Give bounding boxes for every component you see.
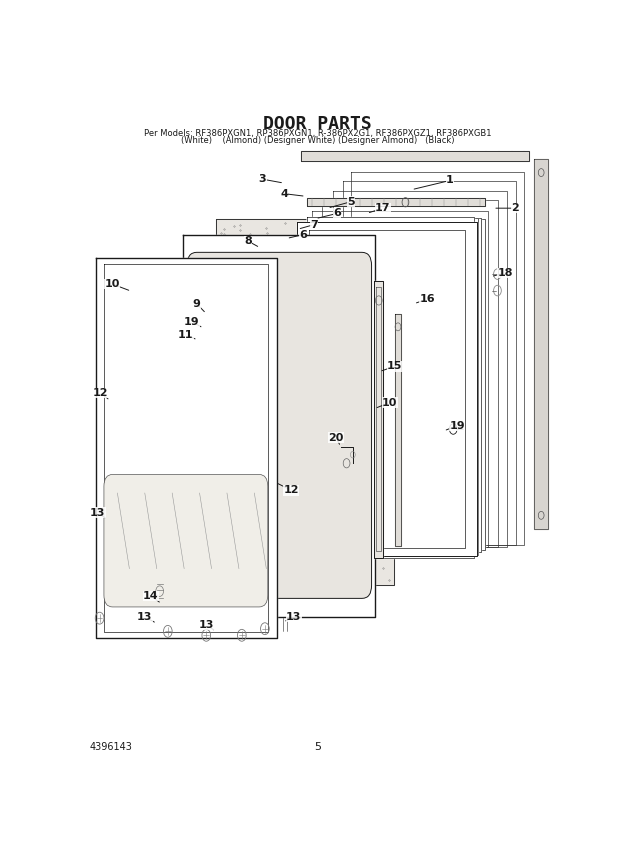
Text: 19: 19 [450, 420, 465, 431]
Polygon shape [307, 218, 482, 552]
Text: 15: 15 [387, 361, 402, 372]
Text: 18: 18 [497, 268, 513, 278]
Text: 2: 2 [511, 203, 518, 213]
Polygon shape [306, 217, 474, 558]
Text: 20: 20 [329, 432, 343, 443]
Text: 19: 19 [184, 317, 200, 326]
Text: 6: 6 [299, 229, 308, 240]
Text: 12: 12 [283, 485, 299, 496]
FancyBboxPatch shape [187, 253, 371, 598]
Text: 1: 1 [446, 175, 454, 186]
Polygon shape [231, 285, 383, 476]
Polygon shape [296, 222, 477, 556]
Text: 17: 17 [375, 203, 391, 213]
Text: (White)    (Almond) (Designer White) (Designer Almond)   (Black): (White) (Almond) (Designer White) (Desig… [181, 136, 454, 146]
Text: 4: 4 [280, 188, 288, 199]
Polygon shape [95, 258, 277, 638]
Text: 5: 5 [348, 197, 355, 206]
Polygon shape [307, 217, 478, 555]
Text: 6: 6 [333, 209, 341, 218]
Text: Per Models: RF386PXGN1, RP386PXGN1, R-386PX2G1, RF386PXGZ1, RF386PXGB1: Per Models: RF386PXGN1, RP386PXGN1, R-38… [144, 129, 492, 138]
Circle shape [125, 262, 134, 273]
Text: 13: 13 [286, 612, 301, 621]
Text: DOOR PARTS: DOOR PARTS [264, 116, 372, 134]
Polygon shape [308, 218, 485, 550]
Text: eReplacementParts.com: eReplacementParts.com [254, 420, 381, 431]
Text: 7: 7 [310, 220, 318, 229]
Text: 12: 12 [93, 388, 108, 398]
Text: 9: 9 [193, 299, 201, 309]
Text: 13: 13 [198, 620, 214, 630]
Text: 10: 10 [382, 398, 397, 407]
Polygon shape [307, 199, 485, 206]
Text: 8: 8 [244, 236, 252, 247]
Polygon shape [374, 281, 383, 557]
Text: 14: 14 [143, 591, 158, 601]
Text: 3: 3 [259, 174, 267, 184]
Text: 5: 5 [314, 742, 321, 752]
Polygon shape [394, 313, 401, 545]
Text: 13: 13 [90, 508, 105, 518]
Polygon shape [534, 159, 548, 528]
Text: 4396143: 4396143 [89, 742, 133, 752]
Text: 16: 16 [420, 294, 435, 304]
Polygon shape [125, 267, 134, 576]
Text: 11: 11 [178, 330, 193, 340]
Text: 13: 13 [137, 612, 153, 621]
FancyBboxPatch shape [104, 474, 268, 607]
Polygon shape [301, 152, 529, 161]
Polygon shape [184, 235, 376, 617]
Text: 10: 10 [104, 279, 120, 289]
Polygon shape [216, 219, 394, 585]
